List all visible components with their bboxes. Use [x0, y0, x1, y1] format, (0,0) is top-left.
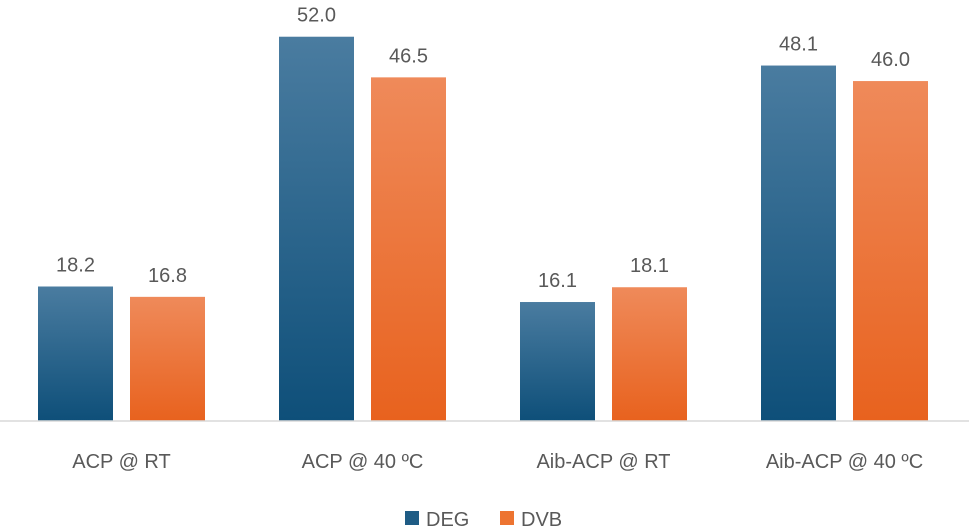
- bar-deg-aib-acp-40-c: [761, 65, 836, 421]
- data-label-dvb-aib-acp-rt: 18.1: [630, 255, 669, 277]
- legend: DEG DVB: [405, 509, 562, 531]
- data-label-dvb-aib-acp-40-c: 46.0: [871, 49, 910, 71]
- bar-dvb-aib-acp-rt: [612, 287, 687, 421]
- category-labels-group: ACP @ RT ACP @ 40 ºC Aib-ACP @ RT Aib-ACP @…: [72, 451, 923, 473]
- bar-deg-acp-rt: [38, 286, 113, 421]
- legend-label-dvb: DVB: [521, 509, 562, 531]
- data-label-deg-acp-rt: 18.2: [56, 255, 95, 277]
- category-label-aib-acp-rt: Aib-ACP @ RT: [536, 451, 670, 473]
- data-label-dvb-acp-40-c: 46.5: [389, 45, 428, 67]
- data-label-deg-aib-acp-40-c: 48.1: [779, 34, 818, 56]
- legend-swatch-deg: [405, 511, 419, 525]
- category-label-acp-rt: ACP @ RT: [72, 451, 170, 473]
- bar-dvb-acp-40-c: [371, 77, 446, 422]
- data-label-dvb-acp-rt: 16.8: [148, 265, 187, 287]
- data-label-deg-acp-40-c: 52.0: [297, 5, 336, 27]
- bar-dvb-acp-rt: [130, 296, 205, 421]
- bar-deg-aib-acp-rt: [520, 302, 595, 421]
- legend-label-deg: DEG: [426, 509, 469, 531]
- category-label-aib-acp-40-c: Aib-ACP @ 40 ºC: [766, 451, 923, 473]
- bars-group: [38, 36, 928, 422]
- bar-deg-acp-40-c: [279, 36, 354, 421]
- bar-dvb-aib-acp-40-c: [853, 81, 928, 421]
- legend-swatch-dvb: [500, 511, 514, 525]
- data-label-deg-aib-acp-rt: 16.1: [538, 270, 577, 292]
- value-labels-group: 18.2 16.8 52.0 46.5 16.1 18.1 48.1 46.0: [56, 5, 910, 292]
- category-label-acp-40-c: ACP @ 40 ºC: [302, 451, 424, 473]
